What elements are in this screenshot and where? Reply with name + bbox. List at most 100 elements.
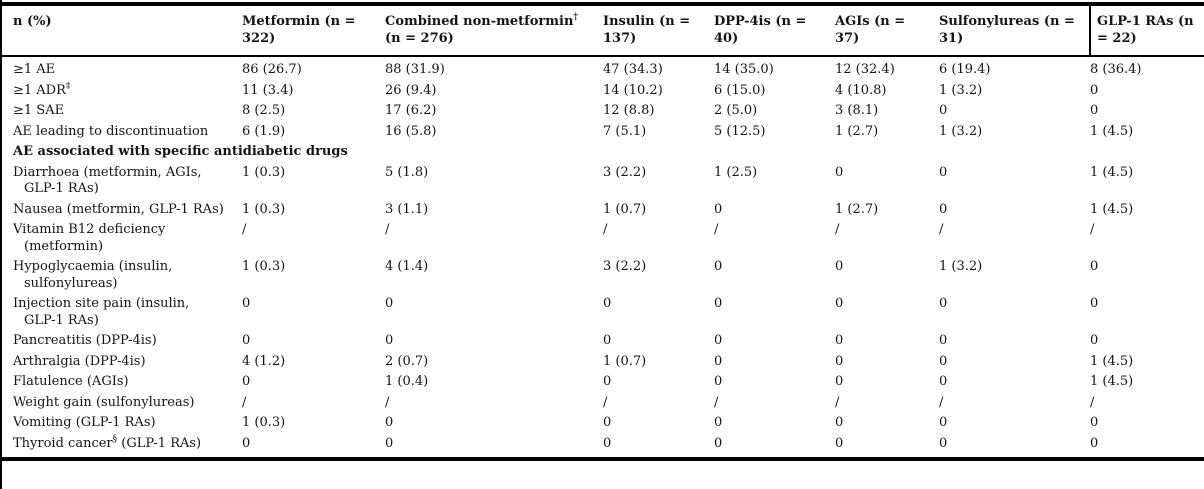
row-label: ≥1 AE: [2, 56, 242, 81]
cell-value: 0: [714, 374, 723, 389]
table-row: Weight gain (sulfonylureas) / / / / / / /: [2, 393, 1204, 414]
table-body: ≥1 AE 86 (26.7) 88 (31.9) 47 (34.3) 14 (35.0…: [2, 56, 1204, 457]
cell-value: 8 (36.4): [1090, 62, 1142, 77]
cell-value: 0: [939, 333, 948, 348]
cell-value: 12 (8.8): [603, 103, 655, 118]
table-row: ≥1 AE 86 (26.7) 88 (31.9) 47 (34.3) 14 (35.0…: [2, 56, 1204, 81]
cell-value: /: [714, 222, 719, 237]
cell-value: 0: [939, 374, 948, 389]
cell-value: 47 (34.3): [603, 62, 663, 77]
cell-value: 1 (4.5): [1090, 201, 1134, 217]
column-header-label: Insulin (n = 137): [603, 14, 691, 46]
column-header-label: Combined non-metformin: [385, 14, 574, 29]
cell-value: 6 (1.9): [242, 123, 286, 139]
cell-value: 1 (4.5): [1090, 164, 1134, 180]
cell-value: /: [242, 394, 247, 410]
cell-value: 5 (12.5): [714, 123, 766, 139]
column-header-metformin: Metformin (n = 322): [242, 6, 385, 57]
cell-value: 1 (0.7): [603, 353, 647, 369]
cell-value: 1 (4.5): [1090, 353, 1134, 369]
cell-value: /: [385, 222, 390, 237]
row-label: Nausea (metformin, GLP-1 RAs): [2, 200, 242, 221]
cell-value: 0: [603, 374, 612, 389]
cell-value: 0: [714, 415, 723, 430]
cell-value: 8 (2.5): [242, 103, 286, 118]
table-row: Flatulence (AGIs) 0 1 (0.4) 0 0 0 0 1 (4.5): [2, 372, 1204, 393]
row-label-text: Weight gain (sulfonylureas): [13, 394, 195, 410]
cell-value: 0: [714, 353, 723, 369]
cell-value: 0: [939, 415, 948, 430]
cell-value: 0: [603, 296, 612, 311]
cell-value: 0: [939, 103, 948, 118]
row-label-text: Pancreatitis (DPP-4is): [13, 333, 157, 348]
row-label: Vomiting (GLP-1 RAs): [2, 413, 242, 434]
cell-value: 0: [835, 259, 844, 274]
cell-value: 0: [603, 415, 612, 430]
cell-value: /: [835, 394, 840, 410]
cell-value: /: [603, 394, 608, 410]
cell-value: 16 (5.8): [385, 123, 437, 139]
row-label-footnote-mark: ‡: [65, 81, 71, 92]
cell-value: 0: [835, 415, 844, 430]
cell-value: 12 (32.4): [835, 62, 895, 77]
cell-value: 0: [835, 353, 844, 369]
table-row: AE leading to discontinuation 6 (1.9) 16 (…: [2, 122, 1204, 143]
adverse-events-table: n (%) Metformin (n = 322) Combined non-m…: [2, 6, 1204, 457]
row-label-text: Nausea (metformin, GLP-1 RAs): [13, 201, 224, 217]
cell-value: 0: [939, 201, 948, 217]
cell-value: 14 (10.2): [603, 82, 663, 98]
row-label: Pancreatitis (DPP-4is): [2, 331, 242, 352]
cell-value: 0: [939, 164, 948, 180]
column-header-agis: AGIs (n = 37): [835, 6, 939, 57]
row-label-text: Thyroid cancer: [13, 435, 113, 451]
cell-value: 86 (26.7): [242, 62, 302, 77]
table-row: Pancreatitis (DPP-4is) 0 0 0 0 0 0 0: [2, 331, 1204, 352]
cell-value: 0: [714, 296, 723, 311]
row-label-text: Flatulence (AGIs): [13, 374, 129, 389]
cell-value: 0: [714, 259, 723, 274]
cell-value: /: [835, 222, 840, 237]
cell-value: /: [939, 394, 944, 410]
cell-value: 4 (10.8): [835, 82, 887, 98]
cell-value: 6 (15.0): [714, 82, 766, 98]
cell-value: 0: [1090, 333, 1099, 348]
table-row: Vomiting (GLP-1 RAs) 1 (0.3) 0 0 0 0 0 0: [2, 413, 1204, 434]
row-label-text-post: (GLP-1 RAs): [117, 435, 202, 451]
cell-value: 1 (2.5): [714, 164, 758, 180]
section-header-row: AE associated with specific antidiabetic…: [2, 142, 1204, 163]
column-header-combined-non-metformin: Combined non-metformin† (n = 276): [385, 6, 603, 57]
cell-value: /: [385, 394, 390, 410]
row-label: Flatulence (AGIs): [2, 372, 242, 393]
column-header-insulin: Insulin (n = 137): [603, 6, 714, 57]
cell-value: 0: [835, 296, 844, 311]
row-label: ≥1 ADR‡: [2, 81, 242, 102]
cell-value: 26 (9.4): [385, 82, 437, 98]
cell-value: 0: [714, 201, 723, 217]
cell-value: 0: [714, 435, 723, 451]
column-header-label: GLP-1 RAs (n = 22): [1097, 14, 1194, 46]
cell-value: 1 (4.5): [1090, 123, 1134, 139]
cell-value: /: [242, 222, 247, 237]
cell-value: 1 (3.2): [939, 123, 983, 139]
cell-value: 1 (4.5): [1090, 374, 1134, 389]
cell-value: 0: [242, 435, 251, 451]
cell-value: 0: [1090, 259, 1099, 274]
row-label-text: ≥1 SAE: [13, 103, 65, 118]
cell-value: 2 (5.0): [714, 103, 758, 118]
cell-value: 3 (2.2): [603, 164, 647, 180]
cell-value: 14 (35.0): [714, 62, 774, 77]
cell-value: 0: [242, 333, 251, 348]
cell-value: 0: [835, 164, 844, 180]
cell-value: 0: [835, 333, 844, 348]
cell-value: 0: [714, 333, 723, 348]
row-label: AE leading to discontinuation: [2, 122, 242, 143]
cell-value: /: [1090, 394, 1095, 410]
column-header-label: AGIs (n = 37): [835, 14, 906, 46]
cell-value: 1 (0.7): [603, 201, 647, 217]
cell-value: 0: [939, 435, 948, 451]
cell-value: 0: [603, 333, 612, 348]
column-header-label: Sulfonylureas (n = 31): [939, 14, 1075, 46]
row-label-text: Hypoglycaemia (insulin, sulfonylureas): [13, 259, 173, 291]
table-row: Thyroid cancer§ (GLP-1 RAs) 0 0 0 0 0 0 0: [2, 434, 1204, 458]
cell-value: 11 (3.4): [242, 82, 294, 98]
